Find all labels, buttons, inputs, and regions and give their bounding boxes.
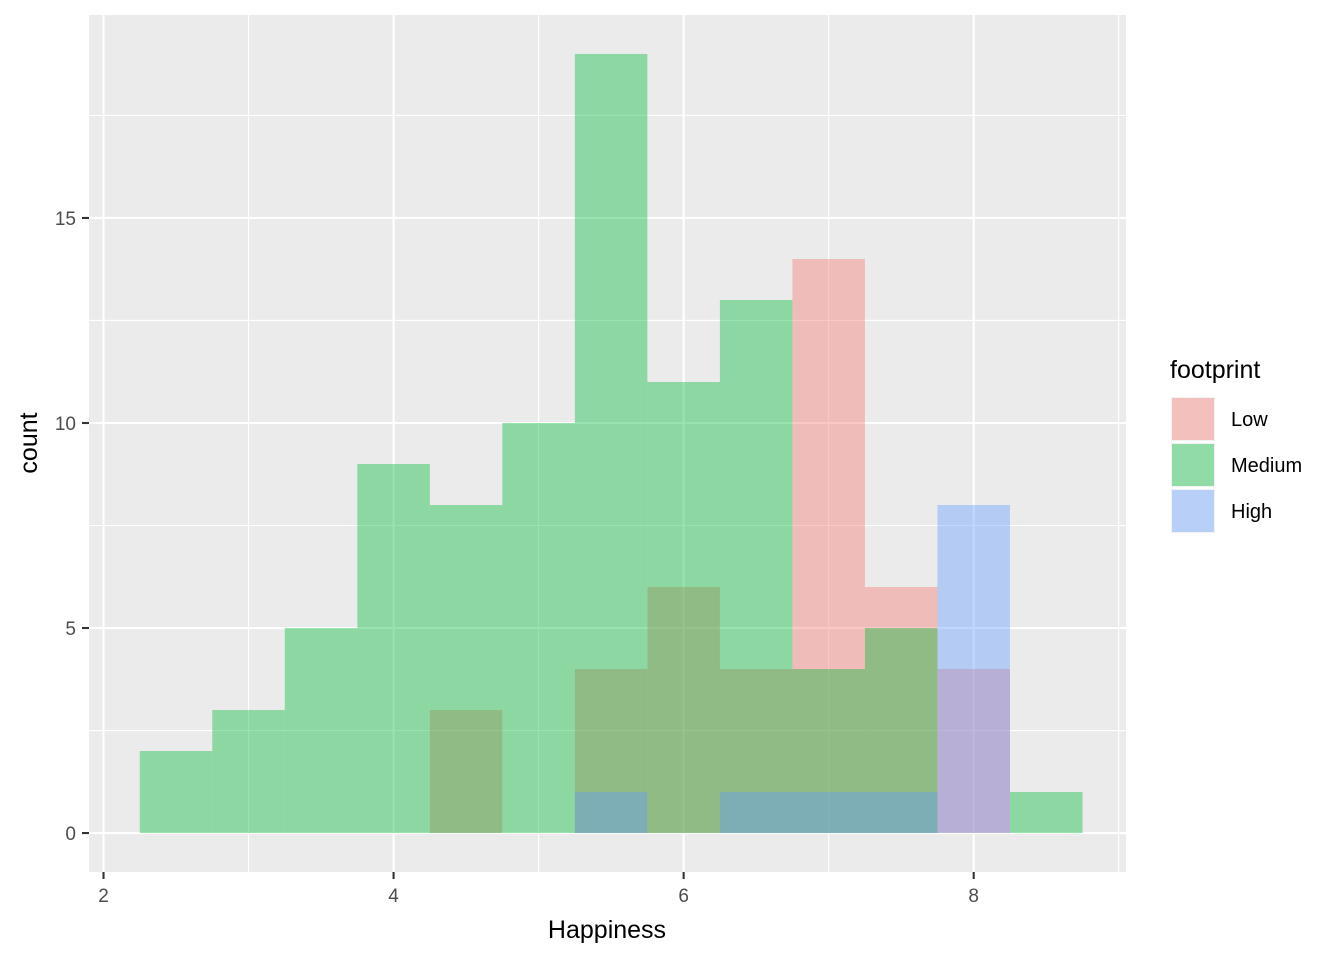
minor-gridlines: [89, 15, 1126, 872]
y-axis-title: count: [15, 412, 43, 473]
bar-medium: [792, 669, 865, 834]
bar-high: [792, 792, 865, 834]
bar-low: [937, 669, 1010, 834]
bar-medium: [284, 628, 358, 834]
bar-medium: [719, 299, 793, 834]
y-tick-label: 15: [55, 209, 76, 230]
legend-key-background: [1171, 443, 1215, 487]
bar-medium: [574, 53, 648, 834]
legend-label-high: High: [1231, 501, 1272, 523]
bar-medium: [502, 422, 575, 834]
legend-title: footprint: [1170, 356, 1260, 384]
bar-medium: [357, 464, 430, 834]
bar-low: [864, 587, 938, 834]
legend-swatch-low: [1172, 398, 1214, 440]
bar-high: [937, 505, 1010, 834]
legend-key-background: [1171, 489, 1215, 533]
y-tick-label: 0: [65, 824, 76, 845]
bar-low: [719, 669, 793, 834]
legend: footprint Low Medium High: [1170, 356, 1302, 533]
x-tick-label: 2: [98, 886, 109, 907]
major-gridlines: [89, 15, 1126, 872]
bar-low: [792, 258, 865, 834]
y-tick-label: 10: [55, 414, 76, 435]
x-axis: 2 4 6 8: [98, 872, 979, 907]
x-axis-title: Happiness: [548, 916, 666, 944]
panel-background: [89, 15, 1126, 872]
x-tick-label: 4: [388, 886, 399, 907]
histogram-bars: [139, 53, 1083, 834]
bar-low: [429, 710, 503, 834]
x-tick-label: 8: [968, 886, 979, 907]
x-tick-label: 6: [678, 886, 689, 907]
bar-high: [719, 792, 793, 834]
legend-swatch-medium: [1172, 444, 1214, 486]
legend-key-background: [1171, 397, 1215, 441]
y-tick-label: 5: [65, 619, 76, 640]
legend-swatch-high: [1172, 490, 1214, 532]
bar-medium: [139, 751, 213, 834]
bar-medium: [647, 381, 720, 834]
bar-medium: [429, 505, 503, 834]
bar-high: [574, 792, 648, 834]
y-axis: 0 5 10 15: [55, 209, 89, 845]
bar-low: [647, 587, 720, 834]
legend-label-low: Low: [1231, 409, 1268, 431]
bar-high: [864, 792, 938, 834]
bar-low: [574, 669, 648, 834]
bar-medium: [212, 710, 285, 834]
legend-label-medium: Medium: [1231, 455, 1302, 477]
bar-medium: [864, 628, 938, 834]
bar-medium: [1009, 792, 1083, 834]
